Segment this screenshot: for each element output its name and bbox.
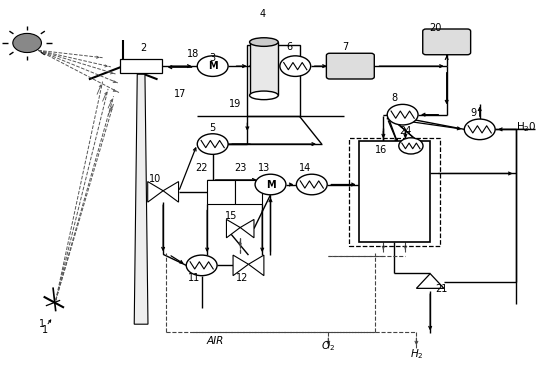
Text: 10: 10 [148,174,161,184]
Circle shape [280,56,311,76]
Text: 2: 2 [141,44,147,54]
Text: 22: 22 [195,163,208,173]
Bar [120,59,162,73]
Polygon shape [134,74,148,324]
Text: 5: 5 [210,123,216,132]
Text: 23: 23 [234,163,246,173]
FancyBboxPatch shape [326,53,374,79]
Text: 1: 1 [39,319,45,329]
Circle shape [186,255,217,276]
Text: O$_2$: O$_2$ [321,339,336,353]
Text: 18: 18 [187,49,199,59]
Text: 8: 8 [391,93,397,103]
Text: M: M [208,61,217,71]
Text: AIR: AIR [207,336,224,346]
Bar [207,180,235,204]
FancyBboxPatch shape [423,29,471,55]
Polygon shape [416,274,444,288]
Circle shape [197,134,228,154]
Polygon shape [248,255,264,276]
Text: 7: 7 [342,42,348,52]
Polygon shape [148,182,163,202]
Circle shape [464,119,495,139]
Circle shape [197,56,228,76]
Circle shape [13,34,41,52]
Polygon shape [240,220,254,238]
Text: H$_2$: H$_2$ [410,348,423,361]
Text: 13: 13 [258,163,270,173]
Text: 15: 15 [225,211,237,221]
Circle shape [399,138,423,154]
Ellipse shape [250,38,278,46]
Text: 19: 19 [229,99,241,108]
Text: 3: 3 [210,53,216,63]
Text: 20: 20 [429,23,442,33]
Circle shape [296,174,327,195]
Text: 14: 14 [299,163,311,173]
Text: 24: 24 [399,126,412,136]
Text: 1: 1 [42,325,48,335]
Bar [235,180,262,204]
Ellipse shape [250,91,278,100]
Text: 4: 4 [259,8,266,18]
Text: M: M [266,179,275,190]
Text: 11: 11 [188,273,200,283]
Text: 16: 16 [374,145,387,155]
Bar [250,42,278,95]
Text: 6: 6 [286,42,293,52]
Text: 21: 21 [435,284,447,294]
Polygon shape [163,182,178,202]
Polygon shape [233,255,248,276]
Bar [349,138,440,246]
Text: 17: 17 [173,89,186,99]
Circle shape [255,174,286,195]
Polygon shape [226,220,240,238]
Text: 9: 9 [470,108,476,118]
Bar [359,141,430,242]
Circle shape [387,104,418,125]
Text: H$_2$0: H$_2$0 [516,121,536,134]
Text: 12: 12 [236,273,248,283]
Bar [247,45,300,117]
